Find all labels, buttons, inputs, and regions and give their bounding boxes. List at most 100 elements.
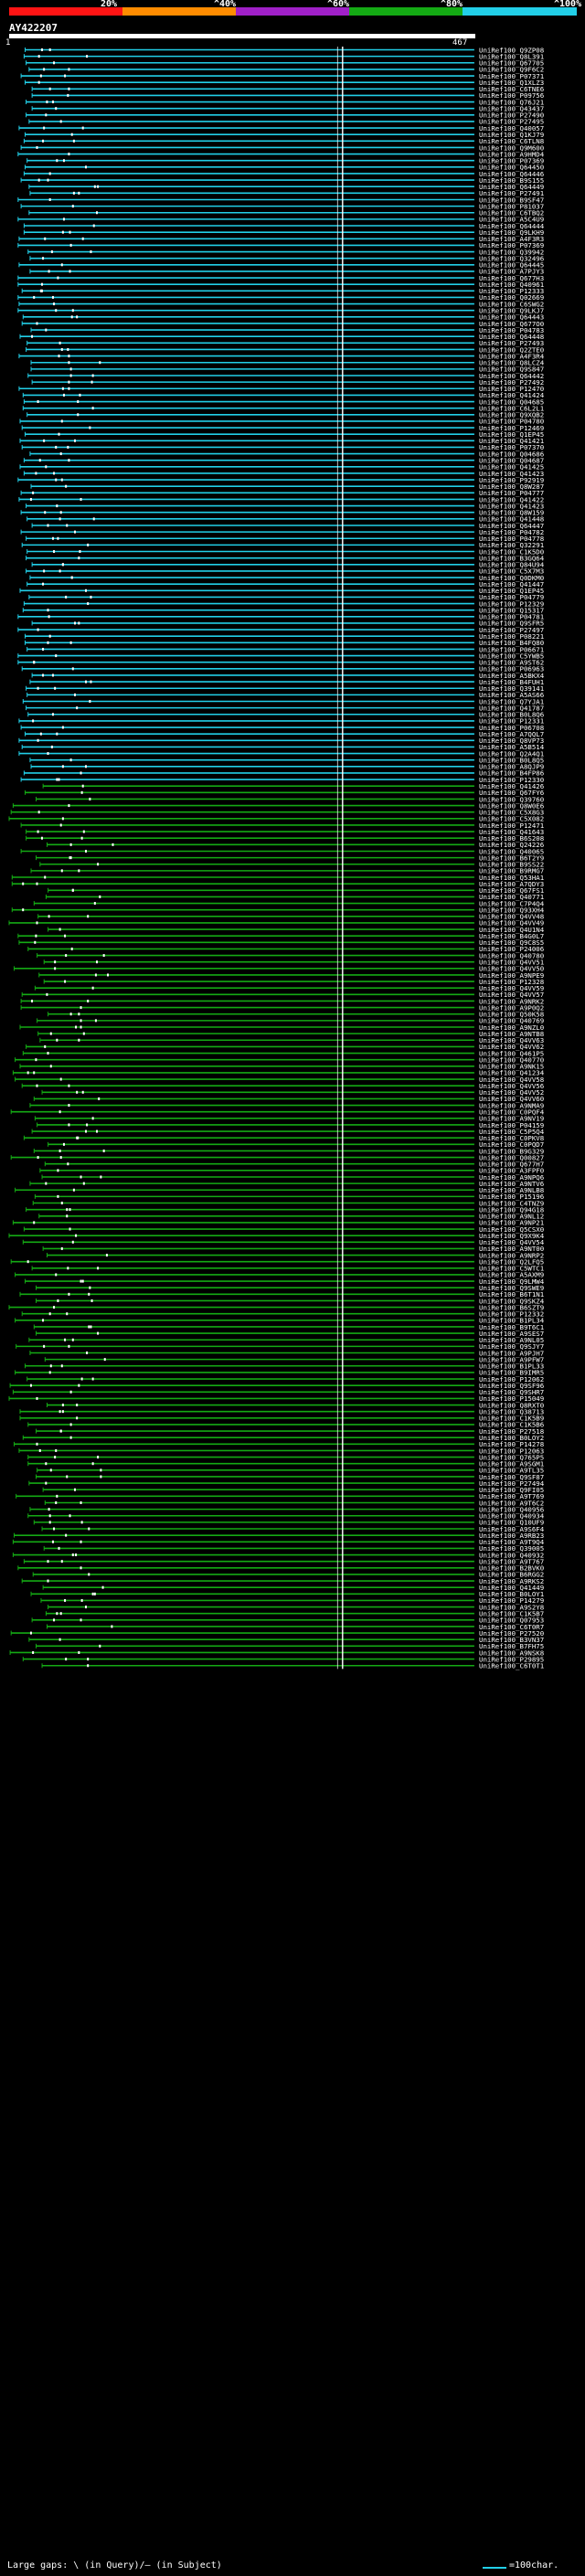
- hit-label[interactable]: UniRef100_P27491: [479, 189, 544, 197]
- hit-label[interactable]: UniRef100_A9PFW7: [479, 1355, 544, 1363]
- hit-label[interactable]: UniRef100_A4F3R3: [479, 235, 544, 243]
- hit-label[interactable]: UniRef100_A9NL12: [479, 1213, 544, 1221]
- hit-label[interactable]: UniRef100_Q67705: [479, 59, 544, 68]
- hit-label[interactable]: UniRef100_Q84U94: [479, 561, 545, 569]
- hit-label[interactable]: UniRef100_B9SS22: [479, 861, 544, 869]
- hit-label[interactable]: UniRef100_Q40934: [479, 1512, 545, 1521]
- hit-label[interactable]: UniRef100_Q7YJA1: [479, 697, 544, 705]
- hit-label[interactable]: UniRef100_B9T6C1: [479, 1323, 544, 1331]
- hit-label[interactable]: UniRef100_Q8RXT0: [479, 1401, 544, 1409]
- hit-label[interactable]: UniRef100_P92919: [479, 476, 544, 484]
- hit-label[interactable]: UniRef100_B7FH75: [479, 1642, 544, 1650]
- hit-label[interactable]: UniRef100_Q40065: [479, 847, 544, 855]
- hit-label[interactable]: UniRef100_C5P5Q4: [479, 1128, 545, 1136]
- hit-label[interactable]: UniRef100_Q41787: [479, 704, 544, 712]
- hit-label[interactable]: UniRef100_P12470: [479, 385, 544, 393]
- hit-label[interactable]: UniRef100_Q39141: [479, 684, 544, 693]
- hit-label[interactable]: UniRef100_Q04685: [479, 398, 544, 406]
- hit-label[interactable]: UniRef100_Q9LKJ7: [479, 307, 544, 315]
- hit-label[interactable]: UniRef100_Q04687: [479, 456, 544, 464]
- hit-label[interactable]: UniRef100_Q40769: [479, 1017, 544, 1025]
- hit-label[interactable]: UniRef100_Q41423: [479, 502, 544, 510]
- hit-label[interactable]: UniRef100_Q67FS1: [479, 886, 544, 895]
- hit-label[interactable]: UniRef100_Q8L391: [479, 52, 544, 60]
- hit-label[interactable]: UniRef100_Q41421: [479, 437, 544, 445]
- hit-label[interactable]: UniRef100_Q64446: [479, 170, 544, 178]
- hit-label[interactable]: UniRef100_Q2ZTE0: [479, 345, 544, 354]
- hit-label[interactable]: UniRef100_P14279: [479, 1596, 544, 1605]
- hit-label[interactable]: UniRef100_P12469: [479, 424, 544, 432]
- hit-label[interactable]: UniRef100_Q9M600: [479, 143, 544, 152]
- hit-label[interactable]: UniRef100_P12331: [479, 717, 544, 726]
- hit-label[interactable]: UniRef100_A9RB23: [479, 1532, 544, 1540]
- hit-label[interactable]: UniRef100_P04782: [479, 528, 544, 536]
- hit-label[interactable]: UniRef100_B9IMR5: [479, 1369, 544, 1377]
- hit-label[interactable]: UniRef100_B9S155: [479, 176, 544, 185]
- hit-label[interactable]: UniRef100_P04778: [479, 535, 544, 543]
- hit-label[interactable]: UniRef100_C6TNE6: [479, 85, 544, 93]
- hit-label[interactable]: UniRef100_A9ST62: [479, 659, 544, 667]
- hit-label[interactable]: UniRef100_Q9SF96: [479, 1382, 544, 1390]
- hit-label[interactable]: UniRef100_Q94G18: [479, 1205, 544, 1214]
- hit-label[interactable]: UniRef100_P06963: [479, 665, 544, 673]
- hit-label[interactable]: UniRef100_Q02669: [479, 293, 544, 302]
- hit-label[interactable]: UniRef100_P27490: [479, 111, 544, 120]
- hit-label[interactable]: UniRef100_B4FP86: [479, 769, 544, 778]
- hit-label[interactable]: UniRef100_Q41423: [479, 470, 544, 478]
- hit-label[interactable]: UniRef100_Q50K58: [479, 1011, 544, 1019]
- hit-label[interactable]: UniRef100_Q9XQB2: [479, 411, 544, 419]
- hit-label[interactable]: UniRef100_Q53HA1: [479, 874, 544, 882]
- hit-label[interactable]: UniRef100_P14278: [479, 1440, 544, 1448]
- hit-label[interactable]: UniRef100_Q07953: [479, 1617, 544, 1625]
- hit-label[interactable]: UniRef100_C5WTC1: [479, 1265, 544, 1273]
- hit-label[interactable]: UniRef100_B4G0L7: [479, 932, 544, 940]
- hit-label[interactable]: UniRef100_Q41643: [479, 828, 544, 836]
- hit-label[interactable]: UniRef100_P04781: [479, 613, 544, 621]
- hit-label[interactable]: UniRef100_C6SWG2: [479, 300, 544, 308]
- hit-label[interactable]: UniRef100_Q41424: [479, 391, 545, 399]
- hit-label[interactable]: UniRef100_Q40057: [479, 124, 544, 133]
- hit-label[interactable]: UniRef100_Q4VV63: [479, 1036, 544, 1044]
- hit-label[interactable]: UniRef100_A9S6F4: [479, 1525, 545, 1533]
- hit-label[interactable]: UniRef100_P08221: [479, 632, 544, 641]
- hit-label[interactable]: UniRef100_Q93XH4: [479, 906, 545, 914]
- hit-label[interactable]: UniRef100_A5BKX4: [479, 672, 545, 680]
- hit-label[interactable]: UniRef100_Q1XLZ3: [479, 79, 544, 87]
- hit-label[interactable]: UniRef100_A9TL35: [479, 1467, 544, 1475]
- hit-label[interactable]: UniRef100_Q4VV48: [479, 913, 544, 921]
- hit-label[interactable]: UniRef100_B4FQ80: [479, 639, 544, 647]
- hit-label[interactable]: UniRef100_B9RMG7: [479, 867, 544, 875]
- hit-label[interactable]: UniRef100_Q64444: [479, 222, 545, 230]
- hit-label[interactable]: UniRef100_B2BVK0: [479, 1564, 544, 1573]
- hit-label[interactable]: UniRef100_Q8W159: [479, 509, 544, 517]
- hit-label[interactable]: UniRef100_P27492: [479, 378, 544, 387]
- hit-label[interactable]: UniRef100_A5AXM9: [479, 1271, 544, 1279]
- hit-label[interactable]: UniRef100_A7QQL7: [479, 730, 544, 738]
- hit-label[interactable]: UniRef100_C1K5B6: [479, 1421, 544, 1429]
- hit-label[interactable]: UniRef100_Q0DKM0: [479, 574, 544, 582]
- hit-label[interactable]: UniRef100_Q677O0: [479, 320, 544, 328]
- hit-label[interactable]: UniRef100_A5B514: [479, 743, 545, 751]
- hit-label[interactable]: UniRef100_A9NPQ6: [479, 1173, 544, 1182]
- hit-label[interactable]: UniRef100_Q67FY6: [479, 789, 544, 797]
- hit-label[interactable]: UniRef100_C0PQD7: [479, 1140, 544, 1149]
- hit-label[interactable]: UniRef100_A9NP21: [479, 1219, 544, 1227]
- hit-label[interactable]: UniRef100_Q1EP45: [479, 430, 544, 439]
- hit-label[interactable]: UniRef100_Q2LFQ5: [479, 1257, 544, 1266]
- hit-label[interactable]: UniRef100_C7P4Q4: [479, 899, 545, 907]
- hit-label[interactable]: UniRef100_A9NT00: [479, 1245, 544, 1253]
- hit-label[interactable]: UniRef100_Q76J21: [479, 98, 544, 106]
- hit-label[interactable]: UniRef100_Q4VV58: [479, 1076, 544, 1084]
- hit-label[interactable]: UniRef100_Q41449: [479, 1584, 544, 1592]
- hit-label[interactable]: UniRef100_Q24226: [479, 841, 544, 849]
- hit-label[interactable]: UniRef100_B6T2Y9: [479, 853, 544, 862]
- hit-label[interactable]: UniRef100_Q41234: [479, 1069, 545, 1077]
- hit-label[interactable]: UniRef100_P07369: [479, 241, 544, 249]
- hit-label[interactable]: UniRef100_P27520: [479, 1629, 544, 1638]
- hit-label[interactable]: UniRef100_Q9SJY7: [479, 1342, 544, 1351]
- hit-label[interactable]: UniRef100_C5X7M3: [479, 567, 544, 576]
- hit-label[interactable]: UniRef100_Q64449: [479, 183, 544, 191]
- hit-label[interactable]: UniRef100_Q40780: [479, 951, 544, 959]
- hit-label[interactable]: UniRef100_Q4VV60: [479, 1095, 544, 1103]
- hit-label[interactable]: UniRef100_Q10UF9: [479, 1519, 544, 1527]
